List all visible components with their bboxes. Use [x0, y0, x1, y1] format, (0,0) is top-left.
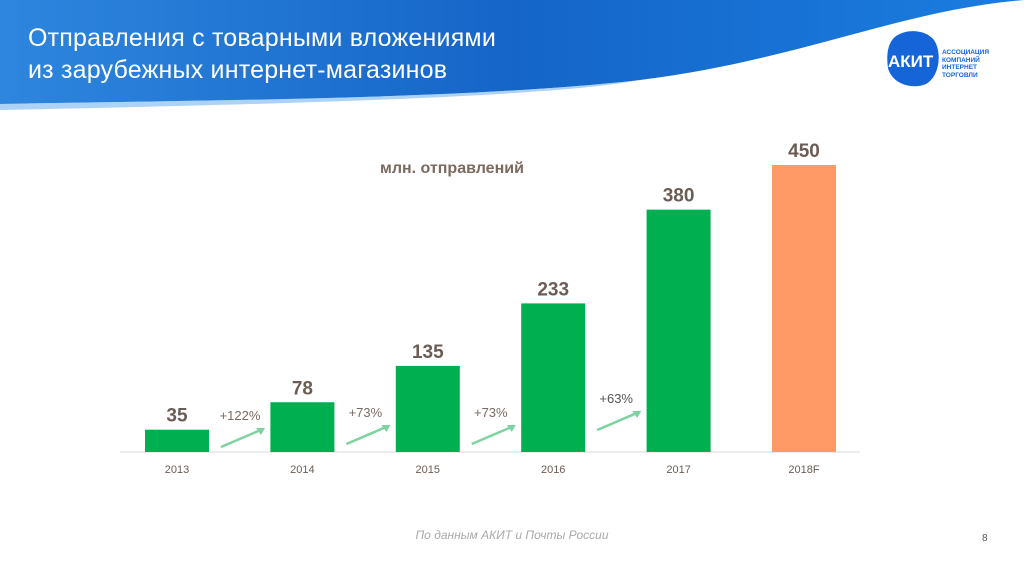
- growth-arrow: [471, 424, 515, 446]
- data-label: 450: [788, 141, 820, 162]
- bar-chart: 35 2013 78 2014 135 2015 233 2016 380 2017 450 2018…: [120, 141, 860, 476]
- source-note: По данным АКИТ и Почты России: [415, 528, 609, 542]
- bar: [646, 209, 711, 452]
- arrowhead: [632, 411, 642, 418]
- growth-arrow: [345, 424, 389, 446]
- svg-text:АКИТ: АКИТ: [888, 52, 934, 71]
- growth-label: +122%: [220, 408, 261, 423]
- growth-label: +63%: [599, 391, 633, 406]
- logo-line: АССОЦИАЦИЯ: [942, 49, 990, 56]
- bar: [270, 402, 335, 452]
- data-label: 135: [412, 342, 444, 363]
- chart-title: млн. отправлений: [380, 160, 524, 177]
- arrowhead: [256, 428, 265, 435]
- arrowhead: [506, 425, 516, 432]
- growth-arrow: [596, 410, 640, 432]
- logo-line: ТОРГОВЛИ: [942, 71, 978, 79]
- data-label: 233: [537, 279, 569, 300]
- logo-line: КОМПАНИЙ: [942, 56, 980, 64]
- bar: [395, 365, 460, 452]
- title-line-1: Отправления с товарными вложениями: [28, 24, 496, 52]
- tick-label: 2015: [416, 464, 440, 476]
- bar: [145, 429, 209, 452]
- header-banner: [0, 0, 1024, 110]
- tick-label: 2017: [666, 464, 690, 476]
- logo-line: ИНТЕРНЕТ: [942, 64, 978, 71]
- growth-label: +73%: [349, 405, 383, 420]
- bar: [772, 165, 836, 452]
- tick-label: 2014: [290, 464, 314, 476]
- bar: [521, 303, 586, 452]
- growth-label: +73%: [474, 405, 508, 420]
- tick-label: 2013: [165, 464, 189, 476]
- data-label: 78: [292, 378, 313, 399]
- title-line-2: из зарубежных интернет-магазинов: [28, 56, 448, 84]
- data-label: 35: [166, 406, 188, 427]
- akit-logo: АКИТ: [887, 31, 939, 87]
- growth-arrow: [220, 427, 264, 449]
- arrowhead: [381, 425, 391, 432]
- data-label: 380: [663, 186, 695, 207]
- page-number: 8: [982, 533, 988, 544]
- tick-label: 2018F: [788, 464, 819, 476]
- tick-label: 2016: [541, 464, 565, 476]
- logo-subtitle: АССОЦИАЦИЯ КОМПАНИЙ ИНТЕРНЕТ ТОРГОВЛИ: [942, 49, 989, 79]
